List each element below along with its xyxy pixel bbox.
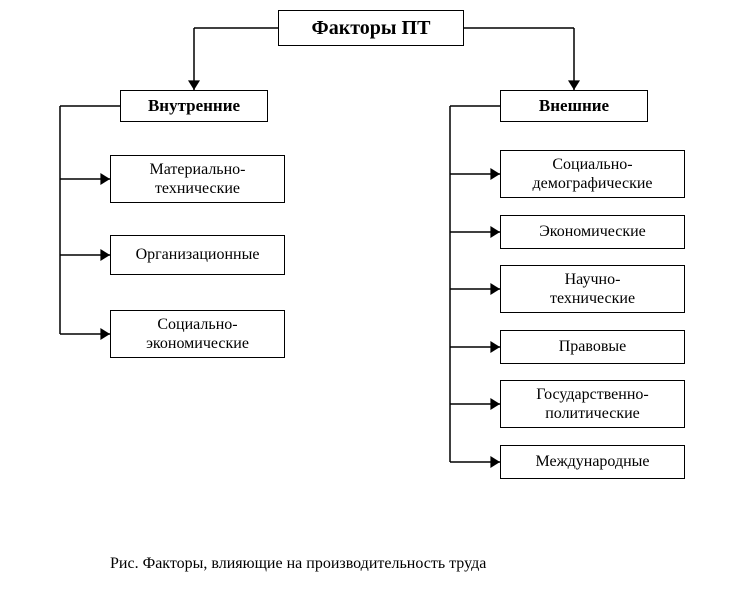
leaf-external-0: Социально-демографические: [500, 150, 685, 198]
leaf-external-1: Экономические: [500, 215, 685, 249]
leaf-external-3: Правовые: [500, 330, 685, 364]
branch-external: Внешние: [500, 90, 648, 122]
root-node: Факторы ПТ: [278, 10, 464, 46]
branch-internal: Внутренние: [120, 90, 268, 122]
leaf-external-2: Научно-технические: [500, 265, 685, 313]
leaf-internal-0: Материально-технические: [110, 155, 285, 203]
leaf-internal-1: Организационные: [110, 235, 285, 275]
leaf-external-4: Государственно-политические: [500, 380, 685, 428]
leaf-external-5: Международные: [500, 445, 685, 479]
figure-caption: Рис. Факторы, влияющие на производительн…: [110, 555, 486, 573]
leaf-internal-2: Социально-экономические: [110, 310, 285, 358]
